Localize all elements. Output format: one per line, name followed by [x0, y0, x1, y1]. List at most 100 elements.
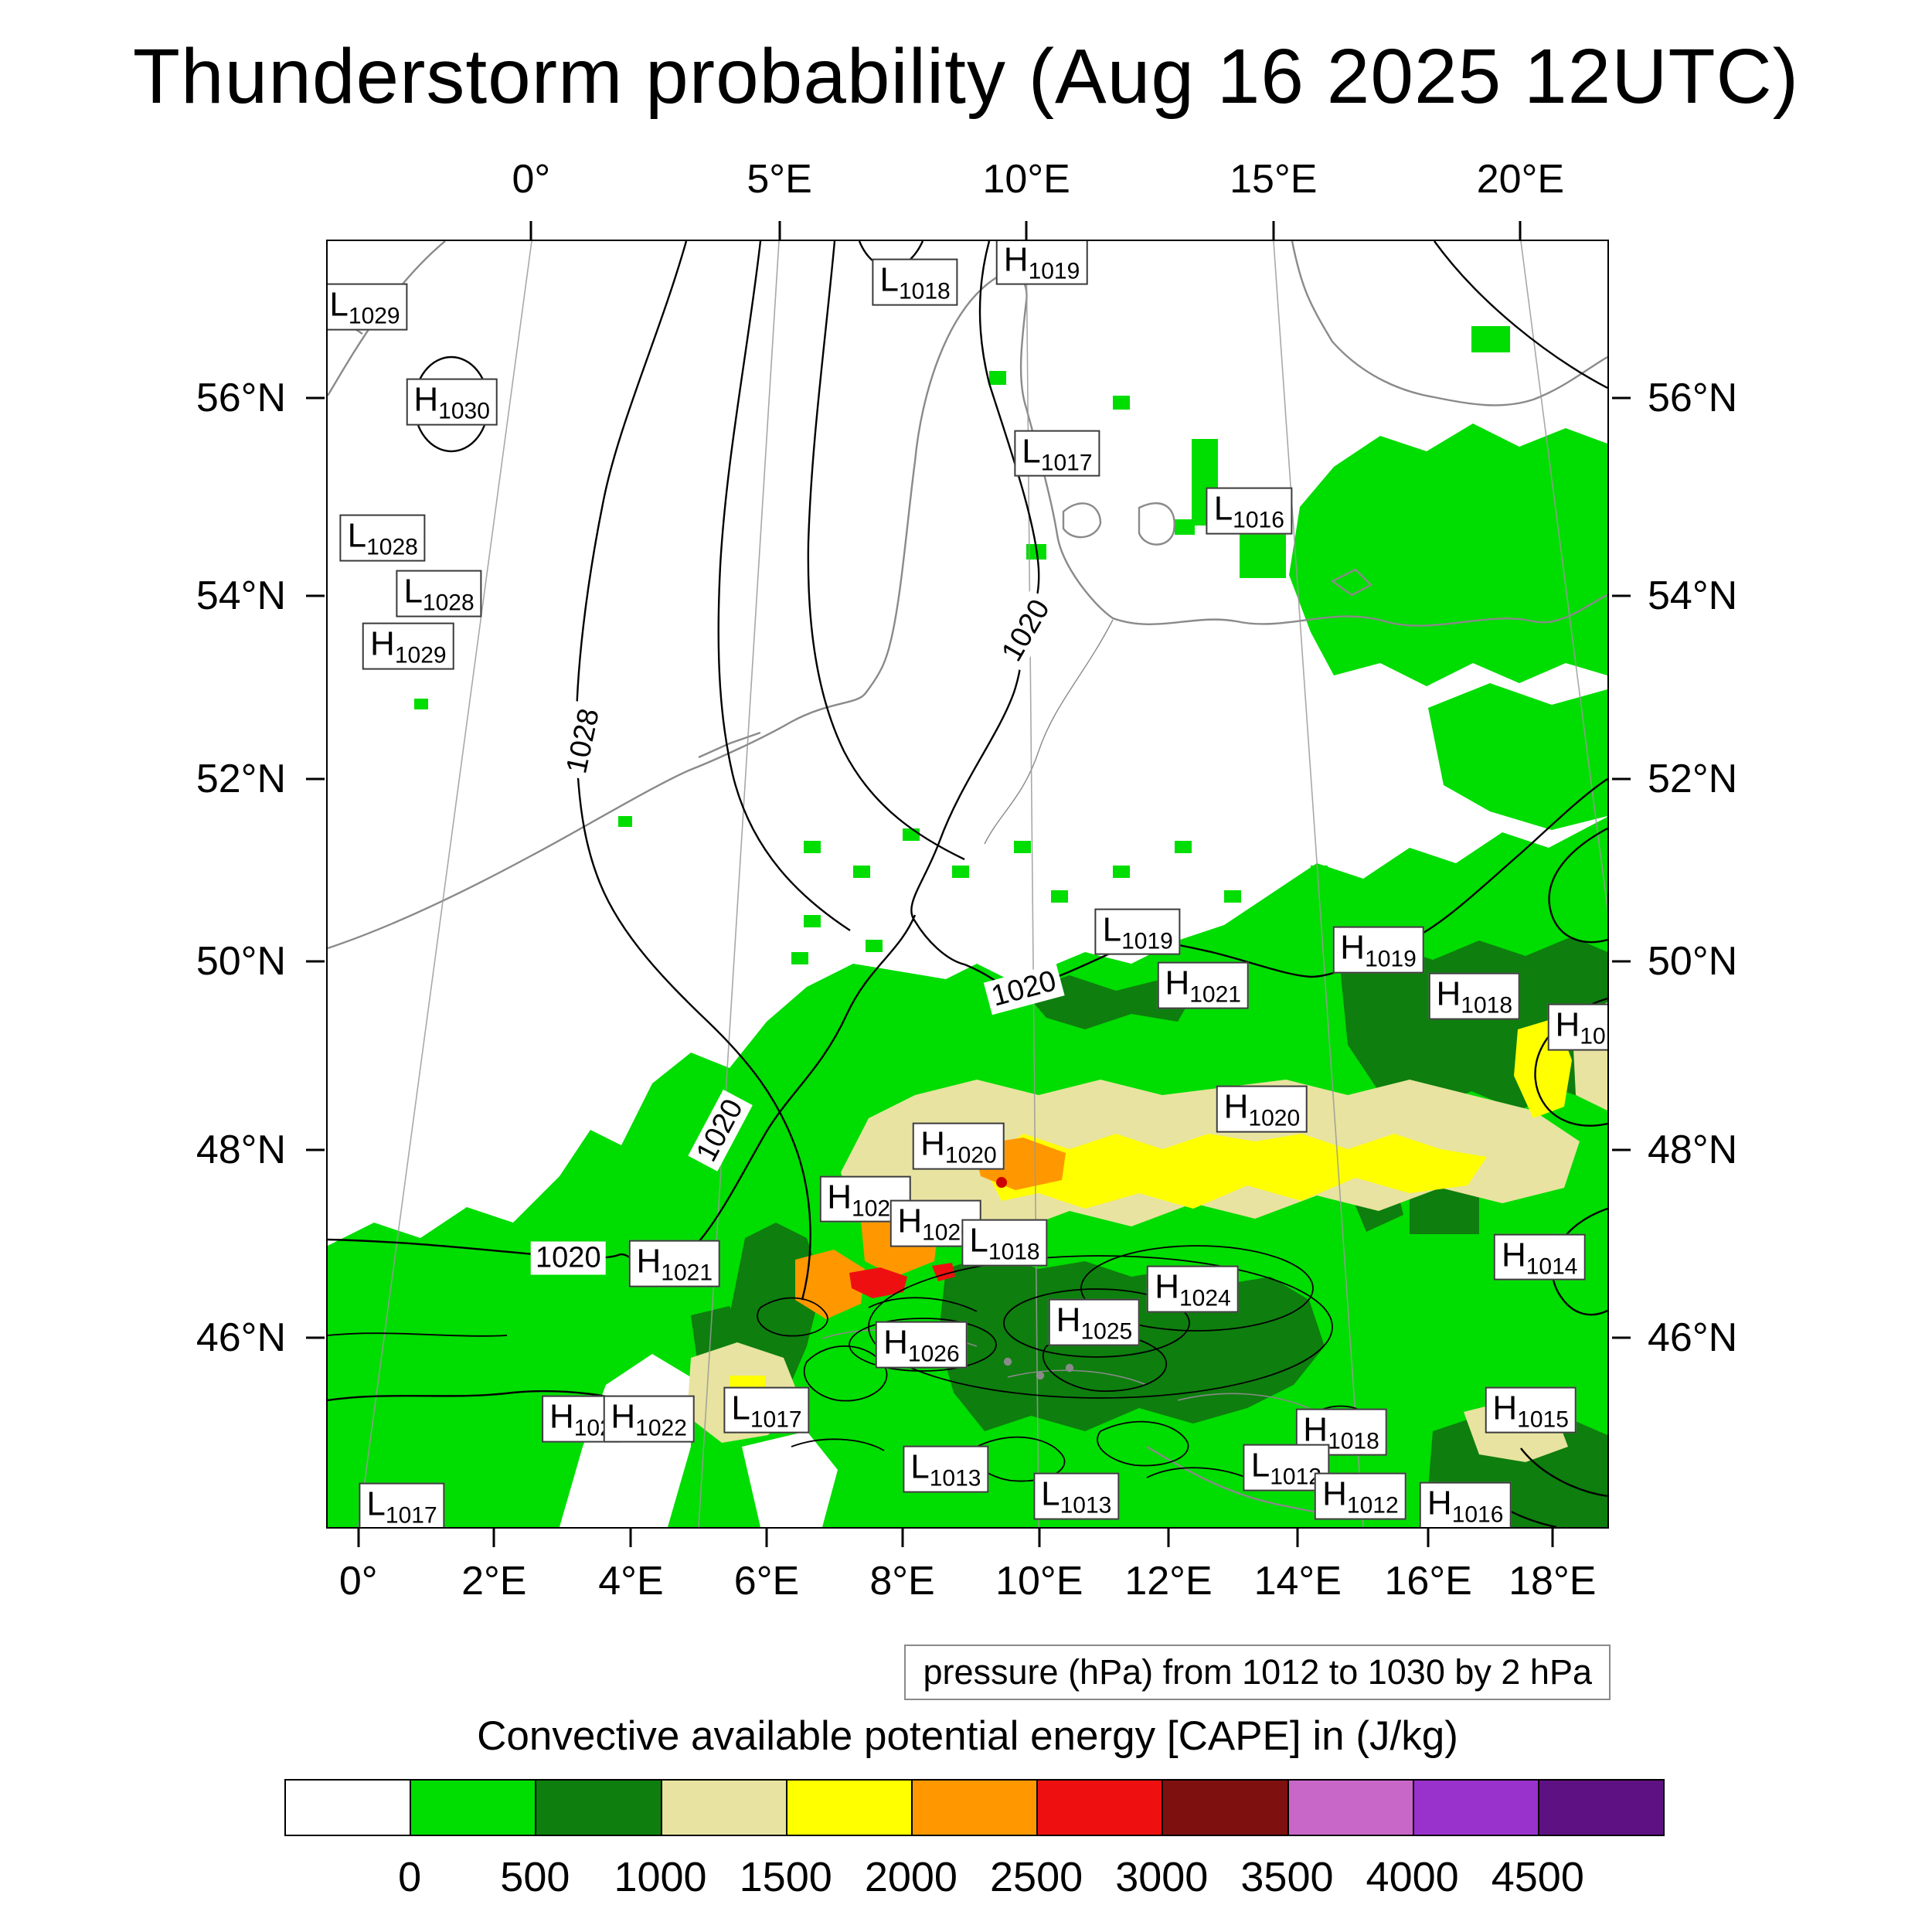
pressure-center-label: L1017	[1014, 430, 1100, 477]
colorbar-labels: 0 500 1000 1500 2000 2500 3000 3500 4000 4500	[284, 1853, 1663, 1903]
axis-label-right: 46°N	[1648, 1315, 1738, 1361]
tick-mark-bottom	[629, 1529, 632, 1547]
axis-label-right: 48°N	[1648, 1128, 1738, 1173]
axis-label-top: 15°E	[1230, 157, 1318, 202]
tick-mark-left	[306, 777, 325, 781]
tick-mark-bottom	[1167, 1529, 1170, 1547]
pressure-center-label: H1021	[1157, 962, 1249, 1009]
graticule-layer	[358, 241, 1607, 1527]
tick-mark-bottom	[1427, 1529, 1430, 1547]
axis-label-top: 5°E	[747, 157, 812, 202]
colorbar-cell	[535, 1779, 662, 1836]
pressure-center-label: L1018	[961, 1219, 1048, 1267]
pressure-center-label: L1017	[359, 1482, 445, 1527]
colorbar-tick-label: 3500	[1240, 1854, 1334, 1900]
pressure-center-label: L1028	[396, 570, 482, 617]
pressure-center-label: H1021	[628, 1240, 721, 1287]
colorbar-cell	[410, 1779, 537, 1836]
pressure-center-label: H1020	[913, 1123, 1005, 1170]
axis-left-ticks	[306, 241, 325, 1527]
pressure-center-label: H1012	[1315, 1472, 1406, 1520]
axis-label-top: 0°	[512, 157, 551, 202]
tick-mark-left	[306, 960, 325, 963]
axis-label-top: 20°E	[1476, 157, 1565, 202]
axis-bottom-ticks	[328, 1529, 1607, 1547]
pressure-center-label: L1028	[339, 514, 426, 562]
axis-top-labels: 0° 5°E 10°E 15°E 20°E	[328, 151, 1607, 202]
axis-label-bottom: 12°E	[1124, 1559, 1213, 1604]
tick-mark-top	[778, 221, 781, 240]
tick-mark-left	[306, 396, 325, 400]
colorbar-tick-label: 4000	[1366, 1854, 1459, 1900]
colorbar-cell	[910, 1779, 1039, 1836]
pressure-center-label: H1029	[362, 622, 454, 670]
pressure-center-label: H1030	[406, 378, 498, 426]
colorbar-cell	[785, 1779, 913, 1836]
pressure-center-label: H1014	[1493, 1233, 1586, 1281]
tick-mark-bottom	[357, 1529, 360, 1547]
colorbar-cell	[660, 1779, 787, 1836]
pressure-center-label: H1016	[1419, 1481, 1512, 1527]
pressure-center-label: H1018	[1428, 972, 1521, 1020]
axis-label-bottom: 6°E	[733, 1559, 800, 1604]
pressure-center-label: H1025	[1048, 1299, 1141, 1346]
axis-label-bottom: 2°E	[461, 1559, 527, 1604]
pressure-center-label: L1018	[872, 258, 958, 306]
colorbar	[284, 1779, 1665, 1836]
axis-label-right: 54°N	[1648, 573, 1738, 619]
map-svg	[328, 241, 1607, 1527]
axis-label-left: 50°N	[196, 938, 286, 984]
tick-mark-right	[1612, 1336, 1631, 1339]
pressure-center-label: H1019	[1332, 926, 1424, 974]
colorbar-tick-label: 3000	[1115, 1854, 1209, 1900]
tick-mark-bottom	[492, 1529, 495, 1547]
axis-label-bottom: 10°E	[995, 1559, 1083, 1604]
colorbar-cell	[284, 1779, 412, 1836]
axis-label-right: 52°N	[1648, 756, 1738, 801]
pressure-center-label: L1013	[903, 1445, 989, 1493]
pressure-center-label: H1019	[995, 241, 1088, 286]
tick-mark-bottom	[1296, 1529, 1299, 1547]
pressure-center-label: H1020	[1216, 1085, 1308, 1133]
colorbar-tick-label: 1000	[614, 1854, 707, 1900]
axis-label-right: 56°N	[1648, 376, 1738, 420]
pressure-center-label: H1015	[1485, 1386, 1577, 1434]
colorbar-cell	[1162, 1779, 1289, 1836]
tick-mark-right	[1612, 777, 1631, 781]
colorbar-cell	[1412, 1779, 1539, 1836]
pressure-center-label: L1017	[723, 1386, 810, 1434]
pressure-center-label: H1026	[876, 1321, 968, 1369]
axis-label-left: 46°N	[196, 1315, 286, 1361]
tick-mark-bottom	[1551, 1529, 1554, 1547]
axis-right-ticks	[1612, 241, 1631, 1527]
tick-mark-right	[1612, 1148, 1631, 1151]
axis-label-top: 10°E	[982, 157, 1070, 202]
pressure-center-label: H1020	[819, 1175, 911, 1223]
legend-title: Convective available potential energy [C…	[477, 1713, 1458, 1759]
pressure-caption: pressure (hPa) from 1012 to 1030 by 2 hP…	[904, 1645, 1611, 1700]
axis-label-right: 50°N	[1648, 938, 1738, 984]
tick-mark-top	[1025, 221, 1028, 240]
axis-label-bottom: 14°E	[1253, 1559, 1342, 1604]
axis-label-bottom: 16°E	[1384, 1559, 1472, 1604]
tick-mark-left	[306, 1336, 325, 1339]
tick-mark-top	[1272, 221, 1275, 240]
pressure-center-label: H1022	[603, 1395, 695, 1443]
tick-mark-right	[1612, 594, 1631, 597]
axis-bottom-labels: 0° 2°E 4°E 6°E 8°E 10°E 12°E 14°E 16°E 18°E	[328, 1558, 1607, 1612]
colorbar-tick-label: 2500	[990, 1854, 1083, 1900]
colorbar-tick-label: 0	[398, 1854, 422, 1900]
pressure-center-label: L1019	[1094, 908, 1181, 955]
colorbar-tick-label: 500	[500, 1854, 570, 1900]
tick-mark-right	[1612, 960, 1631, 963]
contour-label: 1020	[531, 1241, 606, 1275]
axis-right-labels: 56°N 54°N 52°N 50°N 48°N 46°N	[1640, 241, 1859, 1527]
colorbar-tick-label: 1500	[739, 1854, 832, 1900]
page-title: Thunderstorm probability (Aug 16 2025 12…	[132, 33, 1800, 120]
tick-mark-bottom	[901, 1529, 904, 1547]
axis-label-bottom: 0°	[338, 1559, 378, 1604]
pressure-center-label: L1016	[1206, 488, 1292, 535]
tick-mark-top	[529, 221, 532, 240]
colorbar-cell	[1036, 1779, 1164, 1836]
